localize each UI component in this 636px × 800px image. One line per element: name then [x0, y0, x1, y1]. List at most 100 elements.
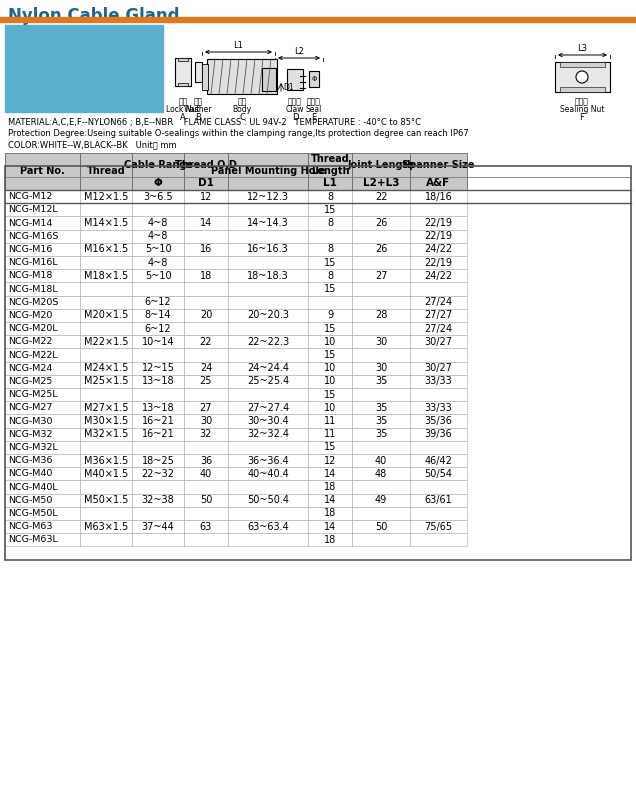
Bar [352, 520, 410, 534]
Bar [352, 177, 410, 190]
Bar [132, 282, 184, 296]
Text: Panel Mounting Hole: Panel Mounting Hole [211, 166, 325, 177]
Bar [184, 216, 228, 230]
Text: NCG-M63L: NCG-M63L [8, 535, 58, 544]
Bar [352, 203, 410, 217]
Bar [80, 153, 132, 190]
Bar [184, 296, 228, 309]
Text: 18: 18 [200, 270, 212, 281]
Text: M50×1.5: M50×1.5 [84, 495, 128, 506]
Text: 27: 27 [375, 270, 387, 281]
Bar [308, 441, 352, 454]
Text: Lock Nut: Lock Nut [166, 105, 200, 114]
Bar [352, 190, 410, 203]
Text: 49: 49 [375, 495, 387, 506]
Text: 14~14.3: 14~14.3 [247, 218, 289, 228]
Text: Thread O.D: Thread O.D [175, 160, 237, 170]
Text: M18×1.5: M18×1.5 [84, 270, 128, 281]
Bar [132, 388, 184, 402]
Text: 63~63.4: 63~63.4 [247, 522, 289, 532]
Bar [228, 335, 308, 349]
Bar [228, 454, 308, 467]
Bar [132, 269, 184, 282]
Text: M27×1.5: M27×1.5 [84, 403, 128, 413]
Text: 12: 12 [200, 192, 212, 202]
Bar [308, 388, 352, 402]
Text: 15: 15 [324, 205, 336, 215]
Text: A: A [180, 113, 186, 122]
Text: Φ: Φ [311, 76, 317, 82]
Bar [228, 269, 308, 282]
Text: NCG-M22: NCG-M22 [8, 338, 52, 346]
Bar [410, 441, 467, 454]
Bar [352, 534, 410, 546]
Text: 24~24.4: 24~24.4 [247, 363, 289, 373]
Bar [352, 309, 410, 322]
Bar [308, 190, 352, 203]
Text: 18/16: 18/16 [425, 192, 452, 202]
Bar [352, 480, 410, 494]
Bar [5, 428, 80, 441]
Bar [80, 322, 132, 335]
Bar [352, 296, 410, 309]
Bar [184, 322, 228, 335]
Bar [228, 203, 308, 217]
Text: 12~12.3: 12~12.3 [247, 192, 289, 202]
Bar [308, 322, 352, 335]
Bar [132, 362, 184, 374]
Text: Washer: Washer [184, 105, 212, 114]
Text: 32~32.4: 32~32.4 [247, 429, 289, 439]
Bar [410, 374, 467, 388]
Bar [352, 428, 410, 441]
Bar [5, 242, 80, 256]
Bar [80, 216, 132, 230]
Bar [80, 362, 132, 374]
Text: 15: 15 [324, 284, 336, 294]
Bar [410, 467, 467, 480]
Text: Claw: Claw [286, 105, 304, 114]
Bar [560, 62, 605, 67]
Bar [132, 216, 184, 230]
Bar [184, 203, 228, 217]
Bar [184, 414, 228, 427]
Bar [410, 230, 467, 243]
Bar [132, 203, 184, 217]
Bar [178, 58, 188, 61]
Text: 50: 50 [200, 495, 212, 506]
Bar [410, 177, 467, 190]
Bar [5, 414, 80, 427]
Bar [262, 68, 276, 91]
Bar [228, 153, 308, 190]
Bar [352, 256, 410, 269]
Text: B: B [195, 113, 201, 122]
Bar [202, 64, 208, 90]
Text: 3~6.5: 3~6.5 [143, 192, 173, 202]
Text: NCG-M20: NCG-M20 [8, 311, 52, 320]
Text: 36~36.4: 36~36.4 [247, 456, 289, 466]
Bar [184, 153, 228, 177]
Bar [5, 454, 80, 467]
Bar [5, 335, 80, 349]
Text: 4~8: 4~8 [148, 258, 168, 267]
Bar [5, 296, 80, 309]
Bar [228, 388, 308, 402]
Bar [132, 428, 184, 441]
Bar [228, 374, 308, 388]
Bar [228, 414, 308, 427]
Text: 8: 8 [327, 218, 333, 228]
Bar [5, 322, 80, 335]
Bar [352, 441, 410, 454]
Text: 40~40.4: 40~40.4 [247, 469, 289, 478]
Text: 24/22: 24/22 [424, 245, 453, 254]
Bar [352, 467, 410, 480]
Text: COLOR:WHITE--W,BLACK--BK   Unit： mm: COLOR:WHITE--W,BLACK--BK Unit： mm [8, 140, 177, 149]
Text: Joint Length: Joint Length [347, 160, 415, 170]
Bar [410, 153, 467, 177]
Bar [308, 349, 352, 362]
Bar [308, 335, 352, 349]
Text: 16~16.3: 16~16.3 [247, 245, 289, 254]
Bar [410, 388, 467, 402]
Text: 夹紧圈: 夹紧圈 [307, 97, 321, 106]
Text: Part No.: Part No. [20, 166, 65, 177]
Bar [308, 177, 352, 190]
